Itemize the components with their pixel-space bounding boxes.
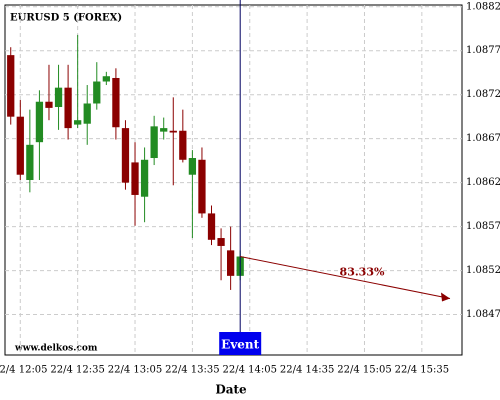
y-tick-label: 1.0867 xyxy=(466,133,500,144)
candle-body xyxy=(16,116,24,175)
candle-body xyxy=(74,120,82,125)
x-tick-label: 22/4 14:05 xyxy=(223,365,277,376)
watermark: www.delkos.com xyxy=(14,344,98,354)
y-tick-label: 1.0877 xyxy=(466,45,500,56)
candle-body xyxy=(35,101,44,143)
candle-body xyxy=(54,87,63,108)
candle-body xyxy=(131,162,139,195)
candle-body xyxy=(93,81,101,104)
arrow-head xyxy=(441,292,450,302)
y-tick-label: 1.0852 xyxy=(466,265,500,276)
candle-body xyxy=(83,103,91,124)
x-tick-label: 22/4 12:35 xyxy=(50,365,104,376)
y-tick-label: 1.0847 xyxy=(466,309,500,320)
y-tick-label: 1.0872 xyxy=(466,89,500,100)
candle-body xyxy=(198,159,206,214)
event-label: Event xyxy=(221,338,259,352)
candle-body xyxy=(7,55,15,117)
candle-body xyxy=(102,76,110,82)
y-tick-label: 1.0857 xyxy=(466,221,500,232)
x-tick-label: 22/4 14:35 xyxy=(280,365,334,376)
candle-body xyxy=(112,77,120,128)
candle-body xyxy=(179,130,187,160)
candle-body xyxy=(160,128,168,132)
candle-body xyxy=(150,126,158,159)
candle-body xyxy=(121,128,130,183)
candle-body xyxy=(169,130,177,133)
candle-body xyxy=(188,158,197,175)
candle-body xyxy=(64,87,72,129)
candle-body xyxy=(26,144,34,180)
candle-body xyxy=(207,213,216,240)
y-tick-label: 1.0882 xyxy=(466,1,500,12)
plot-frame xyxy=(4,4,463,356)
x-tick-label: 22/4 12:05 xyxy=(0,365,48,376)
chart-title: EURUSD 5 (FOREX) xyxy=(10,13,122,24)
candle-body xyxy=(45,101,53,108)
candle-body xyxy=(140,159,149,197)
x-tick-label: 22/4 13:35 xyxy=(165,365,219,376)
event-box xyxy=(219,332,262,355)
x-tick-label: 22/4 15:35 xyxy=(395,365,449,376)
x-tick-label: 22/4 13:05 xyxy=(108,365,162,376)
projection-arrow xyxy=(240,256,451,299)
x-tick-label: 22/4 15:05 xyxy=(337,365,391,376)
annotation: 83.33% xyxy=(340,266,385,279)
candle-body xyxy=(217,238,225,246)
x-axis-label: Date xyxy=(215,383,247,397)
y-tick-label: 1.0862 xyxy=(466,177,500,188)
candle-body xyxy=(226,250,235,276)
